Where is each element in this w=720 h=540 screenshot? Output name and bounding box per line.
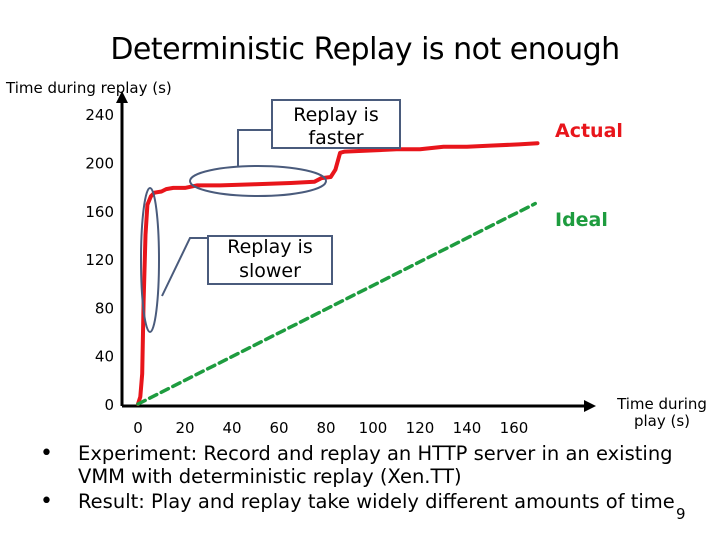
series-line-ideal bbox=[136, 201, 537, 406]
bullet-dot: • bbox=[40, 489, 53, 514]
callout-connector-slower bbox=[161, 237, 208, 297]
y-tick-label: 120 bbox=[85, 251, 114, 269]
x-tick-label: 160 bbox=[500, 419, 529, 437]
y-tick-label: 240 bbox=[85, 106, 114, 124]
callout-text-faster: faster bbox=[308, 127, 363, 149]
callout-connector-faster bbox=[237, 129, 272, 166]
bullet-dot: • bbox=[40, 441, 53, 466]
bullet-list: • Experiment: Record and replay an HTTP … bbox=[40, 442, 690, 515]
y-tick-label: 40 bbox=[95, 348, 114, 366]
x-tick-label: 80 bbox=[316, 419, 335, 437]
y-tick-label: 80 bbox=[95, 299, 114, 317]
callout-text-slower: Replay is bbox=[227, 236, 312, 258]
y-tick-label: 200 bbox=[85, 155, 114, 173]
x-tick-label: 60 bbox=[269, 419, 288, 437]
callout-text-slower: slower bbox=[239, 260, 301, 282]
legend-label-ideal: Ideal bbox=[555, 209, 608, 231]
callout-box-faster bbox=[271, 99, 401, 149]
x-tick-label: 40 bbox=[222, 419, 241, 437]
legend-label-actual: Actual bbox=[555, 120, 623, 142]
highlight-ellipse-slower bbox=[140, 187, 160, 333]
x-tick-label: 120 bbox=[406, 419, 435, 437]
x-axis-label: Time during play (s) bbox=[617, 395, 707, 430]
bullet-item: • Result: Play and replay take widely di… bbox=[40, 489, 675, 514]
x-tick-label: 20 bbox=[175, 419, 194, 437]
highlight-ellipse-faster bbox=[189, 165, 327, 197]
y-tick-label: 160 bbox=[85, 203, 114, 221]
callout-text-faster: Replay is bbox=[293, 104, 378, 126]
series-line-actual bbox=[136, 141, 540, 406]
bullet-item: • Experiment: Record and replay an HTTP … bbox=[40, 441, 673, 488]
slide-title: Deterministic Replay is not enough bbox=[110, 32, 620, 67]
x-tick-label: 140 bbox=[453, 419, 482, 437]
y-axis-label: Time during replay (s) bbox=[6, 79, 172, 97]
y-tick-label: 0 bbox=[104, 396, 114, 414]
x-tick-label: 0 bbox=[133, 419, 143, 437]
x-tick-label: 100 bbox=[359, 419, 388, 437]
page-number: 9 bbox=[676, 505, 686, 523]
callout-box-slower bbox=[207, 235, 333, 285]
